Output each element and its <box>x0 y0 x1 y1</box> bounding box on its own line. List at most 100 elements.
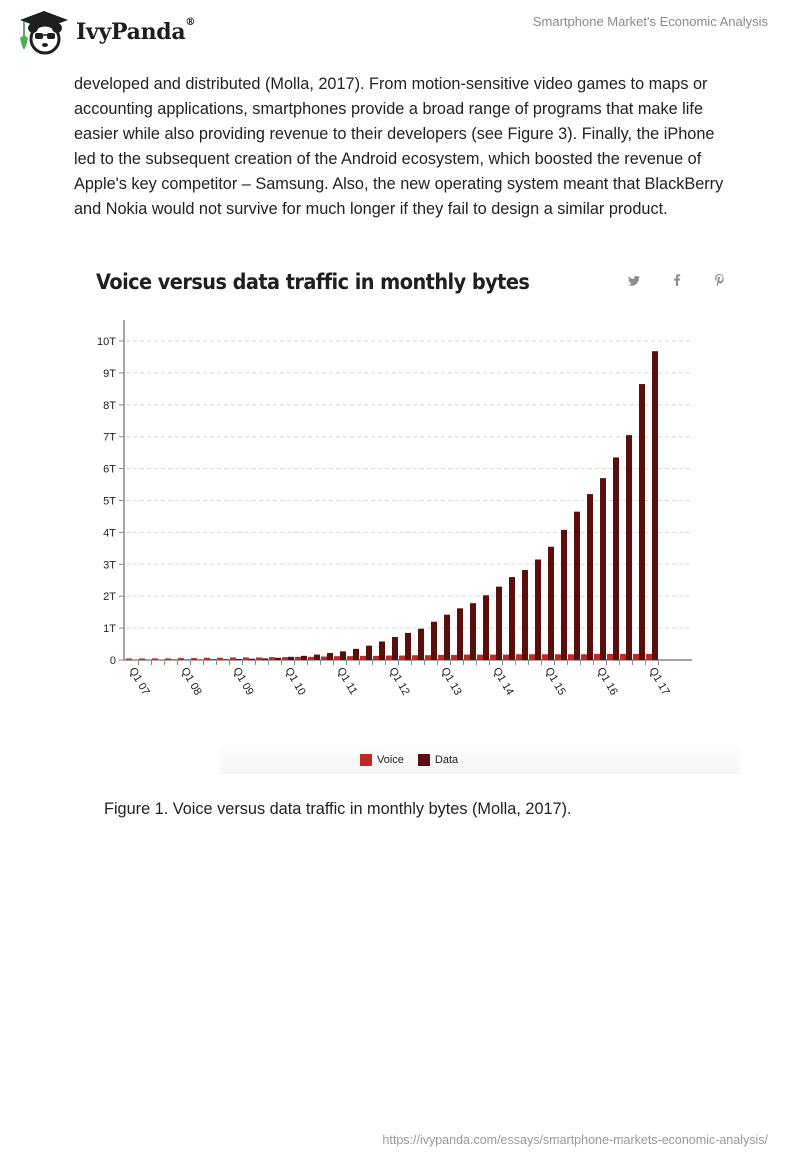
data-swatch <box>417 754 430 766</box>
bar-voice <box>451 654 457 660</box>
bar-voice <box>477 654 483 660</box>
bar-voice <box>178 658 184 660</box>
bar-data <box>522 570 528 660</box>
chart-legend: Voice Data <box>360 754 472 766</box>
bar-data <box>249 658 255 660</box>
bar-voice <box>139 658 145 660</box>
bar-voice <box>425 655 431 660</box>
x-tick-label: Q1 09 <box>230 666 255 698</box>
x-tick-label: Q1 13 <box>438 666 463 698</box>
figure-caption: Figure 1. Voice versus data traffic in m… <box>104 800 572 818</box>
chart-figure: Voice versus data traffic in monthly byt… <box>80 258 740 778</box>
y-tick-label: 7T <box>103 432 116 444</box>
x-tick-label: Q1 10 <box>282 666 307 698</box>
bar-voice <box>191 658 197 660</box>
bar-voice <box>230 657 236 660</box>
facebook-icon <box>674 274 681 286</box>
y-tick-label: 8T <box>103 400 116 412</box>
facebook-share-button[interactable] <box>667 274 687 289</box>
x-tick-label: Q1 11 <box>334 666 359 697</box>
x-tick-label: Q1 14 <box>490 666 515 698</box>
bar-data <box>223 659 229 660</box>
bar-data <box>587 494 593 660</box>
bar-voice <box>347 656 353 660</box>
bar-data <box>470 603 476 660</box>
bar-voice <box>334 656 340 660</box>
ivypanda-logo[interactable]: IvyPanda® <box>16 8 195 56</box>
bar-voice <box>308 656 314 660</box>
bar-data <box>210 659 216 660</box>
bar-voice <box>152 658 158 660</box>
bar-data <box>535 559 541 660</box>
bar-voice <box>399 655 405 660</box>
bar-voice <box>269 657 275 660</box>
x-tick-label: Q1 16 <box>594 666 619 698</box>
bar-voice <box>438 654 444 660</box>
body-paragraph: developed and distributed (Molla, 2017).… <box>74 75 724 218</box>
bar-voice <box>516 654 522 660</box>
bar-data <box>561 529 567 660</box>
bar-voice <box>126 658 132 660</box>
bar-voice <box>555 654 561 660</box>
bar-voice <box>373 655 379 660</box>
bar-voice <box>217 657 223 660</box>
bar-voice <box>295 656 301 660</box>
legend-label-data: Data <box>434 754 459 766</box>
bar-data <box>366 645 372 660</box>
bar-voice <box>594 653 600 660</box>
pinterest-icon <box>714 274 724 287</box>
bar-data <box>236 659 242 660</box>
bar-voice <box>490 654 496 660</box>
y-tick-label: 10T <box>97 336 116 348</box>
bar-data <box>483 595 489 660</box>
page-header: IvyPanda® Smartphone Market's Economic A… <box>0 0 800 60</box>
bar-data <box>301 655 307 660</box>
x-tick-label: Q1 15 <box>542 666 567 698</box>
bar-voice <box>386 655 392 660</box>
bar-data <box>509 577 515 660</box>
x-tick-label: Q1 08 <box>178 666 203 698</box>
bar-data <box>379 641 385 660</box>
bar-data <box>574 511 580 660</box>
source-url[interactable]: https://ivypanda.com/essays/smartphone-m… <box>382 1133 768 1147</box>
bar-data <box>405 632 411 660</box>
bar-voice <box>646 653 652 660</box>
brand-name: IvyPanda® <box>76 17 196 45</box>
bar-voice <box>360 655 366 660</box>
legend-item-data[interactable]: Data <box>417 754 459 766</box>
bar-voice <box>503 654 509 660</box>
twitter-share-button[interactable] <box>624 274 644 289</box>
document-title: Smartphone Market's Economic Analysis <box>532 14 768 29</box>
bar-data <box>327 652 333 660</box>
y-tick-label: 0 <box>110 655 116 667</box>
bar-voice <box>243 657 249 660</box>
bar-data <box>340 651 346 660</box>
twitter-icon <box>628 275 640 286</box>
bar-data <box>431 621 437 660</box>
bar-data <box>548 546 554 660</box>
x-tick-label: Q1 12 <box>386 666 411 698</box>
y-tick-label: 3T <box>103 559 116 571</box>
bar-voice <box>412 655 418 660</box>
bar-voice <box>464 654 470 660</box>
y-tick-label: 2T <box>103 591 116 603</box>
bar-data <box>444 614 450 660</box>
pinterest-share-button[interactable] <box>709 274 729 289</box>
bar-data <box>457 608 463 660</box>
bar-data <box>652 351 658 660</box>
bar-data <box>353 648 359 660</box>
bar-voice <box>581 654 587 660</box>
voice-swatch <box>360 754 372 766</box>
chart-title: Voice versus data traffic in monthly byt… <box>96 270 530 294</box>
bar-data <box>613 457 619 660</box>
x-tick-label: Q1 17 <box>646 666 671 698</box>
legend-item-voice[interactable]: Voice <box>360 754 404 766</box>
bar-data <box>600 478 606 660</box>
bar-voice <box>607 653 613 660</box>
bar-data <box>496 586 502 660</box>
x-tick-label: Q1 07 <box>126 666 151 698</box>
y-tick-label: 5T <box>103 496 116 508</box>
bar-voice <box>568 654 574 660</box>
bar-voice <box>204 657 210 660</box>
legend-label-voice: Voice <box>377 754 404 766</box>
